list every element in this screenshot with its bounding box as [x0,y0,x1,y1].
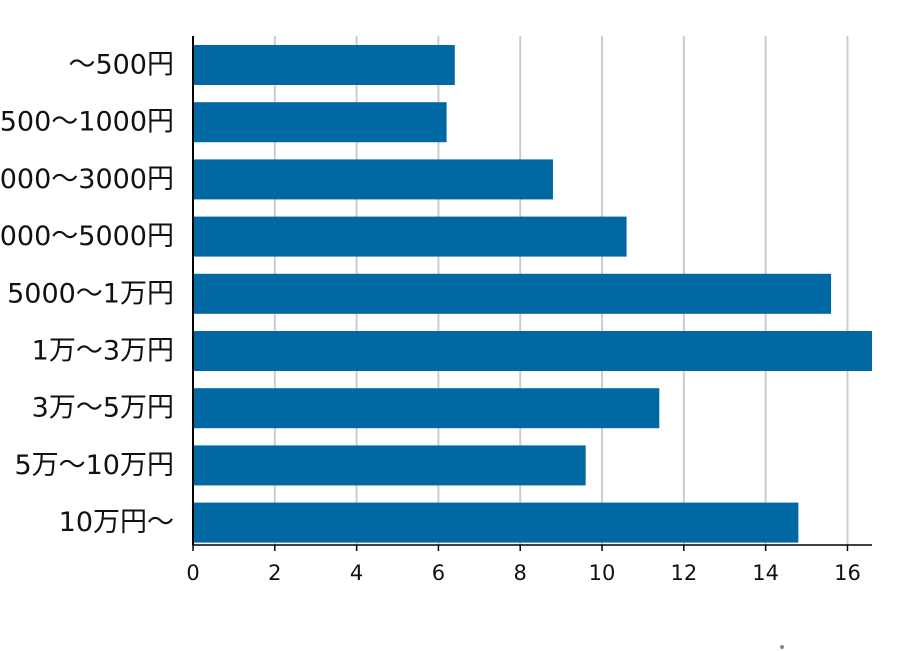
category-label: 5万～10万円 [14,450,174,481]
category-label: 1000～3000円 [0,164,174,195]
tick-label: 12 [670,561,697,585]
bars [193,45,872,543]
bar [193,45,455,85]
tick-label: 14 [752,561,779,585]
bar [193,159,553,200]
tick-label: 0 [186,561,199,585]
category-label: 5000～1万円 [7,278,174,309]
bar [193,445,586,486]
bar [193,502,799,543]
tick-label: 4 [350,561,363,585]
category-label: 10万円～ [59,507,174,538]
tick-label: 8 [514,561,527,585]
tick-label: 16 [834,561,861,585]
bar [193,216,627,257]
tick-label: 2 [268,561,281,585]
decor-dot [780,645,784,649]
tick-label: 6 [432,561,445,585]
bar [193,331,872,371]
axes [192,36,872,546]
x-axis-ticks: 0 2 4 6 8 10 12 14 16 [186,545,861,585]
bar [193,102,447,143]
category-label: 3000～5000円 [0,221,174,252]
category-label: 500～1000円 [0,107,174,138]
bar [193,388,660,429]
category-labels: ～500円 500～1000円 1000～3000円 3000～5000円 5000～1… [0,50,174,539]
category-label: 3万～5万円 [32,393,174,424]
tick-label: 10 [589,561,616,585]
category-label: 1万～3万円 [32,336,174,367]
bar [193,273,832,314]
category-label: ～500円 [68,50,174,81]
